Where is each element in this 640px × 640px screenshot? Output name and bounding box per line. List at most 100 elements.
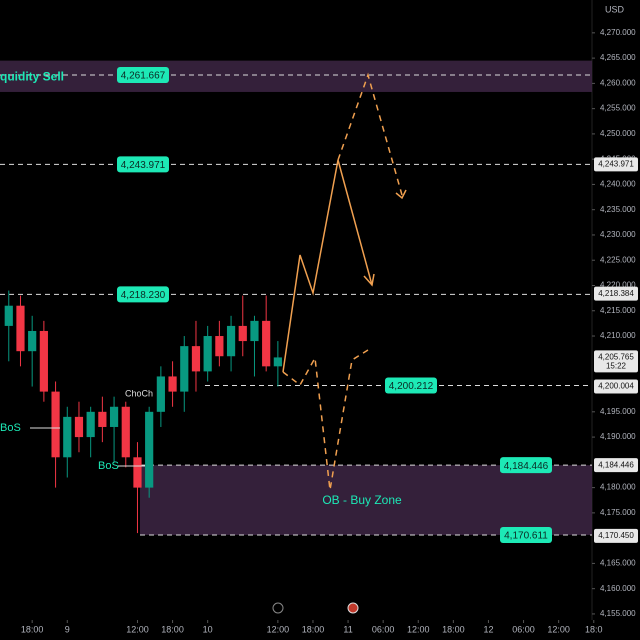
- y-tick-label: 4,180.000: [600, 483, 636, 492]
- candle-body: [86, 411, 95, 438]
- y-tick-label: 4,165.000: [600, 559, 636, 568]
- level-box: [117, 66, 169, 83]
- level-box: [500, 457, 552, 474]
- candle-body: [74, 416, 84, 438]
- annotation: BoS: [0, 422, 21, 434]
- level-box: [500, 527, 552, 544]
- candle-body: [109, 406, 119, 427]
- icon[interactable]: [347, 602, 359, 614]
- y-tick-label: 4,175.000: [600, 508, 636, 517]
- price-tag: [594, 379, 638, 394]
- price-tag: [594, 458, 638, 473]
- x-tick-label: 12:00: [267, 624, 290, 634]
- projection: [282, 72, 407, 491]
- x-tick-label: 12:00: [407, 624, 430, 634]
- candle-body: [250, 320, 259, 342]
- price-tag-label: 4,218.384: [598, 289, 634, 298]
- candle-body: [203, 336, 212, 372]
- countdown: 15:22: [606, 362, 627, 371]
- candle-body: [98, 411, 107, 427]
- y-tick-label: 4,220.000: [600, 281, 636, 290]
- y-tick-label: 4,210.000: [600, 331, 636, 340]
- candle-body: [63, 416, 72, 458]
- bottom-icons: [272, 602, 359, 614]
- projection-solid: [282, 159, 373, 373]
- projection-dashed: [337, 72, 403, 196]
- y-tick-label: 4,265.000: [600, 53, 636, 62]
- y-tick-label: 4,190.000: [600, 432, 636, 441]
- price-tag-label: 4,243.971: [598, 159, 634, 168]
- x-tick-label: 9: [65, 624, 70, 634]
- y-tick-label: 4,255.000: [600, 104, 636, 113]
- level-label: 4,200.212: [389, 381, 434, 392]
- price-tag: [594, 157, 638, 172]
- candle-body: [28, 330, 37, 352]
- candle-body: [145, 411, 154, 488]
- candle-body: [226, 325, 236, 357]
- currency: USD: [605, 4, 625, 14]
- arrow-head: [363, 273, 375, 287]
- x-tick-label: 10: [203, 624, 213, 634]
- x-tick-label: 12: [483, 624, 493, 634]
- x-tick-label: 06:00: [512, 624, 535, 634]
- price-tag: [594, 286, 638, 301]
- level-label: 4,184.446: [504, 461, 549, 472]
- y-tick-label: 4,240.000: [600, 180, 636, 189]
- zone: [140, 465, 592, 536]
- level-label: 4,170.611: [504, 531, 548, 542]
- x-tick-label: 11: [343, 624, 352, 634]
- x-tick-label: 12:00: [126, 624, 149, 634]
- y-tick-label: 4,250.000: [600, 129, 636, 138]
- zone-label: OB - Buy Zone: [322, 493, 402, 507]
- candle-body: [180, 346, 189, 392]
- level-box: [117, 286, 169, 303]
- projection-dashed: [282, 349, 369, 491]
- zone: [0, 60, 592, 92]
- arrow-head: [395, 189, 407, 200]
- candle-body: [39, 330, 48, 392]
- candle-body: [133, 457, 142, 488]
- level-label: 4,243.971: [121, 160, 166, 171]
- price-tag-label: 4,200.004: [598, 382, 634, 391]
- level-label: 4,218.230: [121, 290, 166, 301]
- y-tick-label: 4,260.000: [600, 78, 636, 87]
- candle-body: [4, 305, 13, 326]
- annotation: BoS: [98, 460, 119, 472]
- y-tick-label: 4,230.000: [600, 230, 636, 239]
- y-tick-label: 4,225.000: [600, 255, 636, 264]
- x-tick-label: 18:0: [585, 624, 603, 634]
- x-tick-label: 06:00: [372, 624, 395, 634]
- y-tick-label: 4,270.000: [600, 28, 636, 37]
- level-box: [117, 156, 169, 173]
- y-tick-label: 4,235.000: [600, 205, 636, 214]
- level-label: 4,261.667: [121, 71, 166, 82]
- annotation: ChoCh: [125, 388, 153, 398]
- price-tag: [594, 528, 638, 543]
- price-tag: [594, 350, 638, 373]
- candle-body: [51, 391, 60, 458]
- level-box: [385, 377, 437, 394]
- candle-body: [16, 305, 25, 352]
- x-tick-label: 18:00: [161, 624, 184, 634]
- candle-body: [156, 376, 165, 412]
- candle-body: [215, 336, 224, 357]
- x-tick-label: 18:00: [302, 624, 325, 634]
- plot: 4,270.000 4,265.000 4,260.000 4,255.000 4,25…: [0, 28, 638, 634]
- y-tick-label: 4,160.000: [600, 584, 636, 593]
- x-tick-label: 18:00: [442, 624, 465, 634]
- icon[interactable]: [272, 602, 284, 614]
- price-tag-label: 4,184.446: [598, 460, 634, 469]
- price-tag-label: 4,205.765: [598, 353, 634, 362]
- y-tick-label: 4,155.000: [600, 609, 636, 618]
- x-tick-label: 12:00: [547, 624, 570, 634]
- candle-body: [238, 325, 247, 342]
- candle-body: [168, 376, 177, 392]
- candle-body: [262, 320, 271, 367]
- y-tick-label: 4,195.000: [600, 407, 636, 416]
- y-tick-label: 4,215.000: [600, 306, 636, 315]
- zone-label: quidity Sell: [0, 69, 64, 83]
- price-tag-label: 4,170.450: [598, 531, 634, 540]
